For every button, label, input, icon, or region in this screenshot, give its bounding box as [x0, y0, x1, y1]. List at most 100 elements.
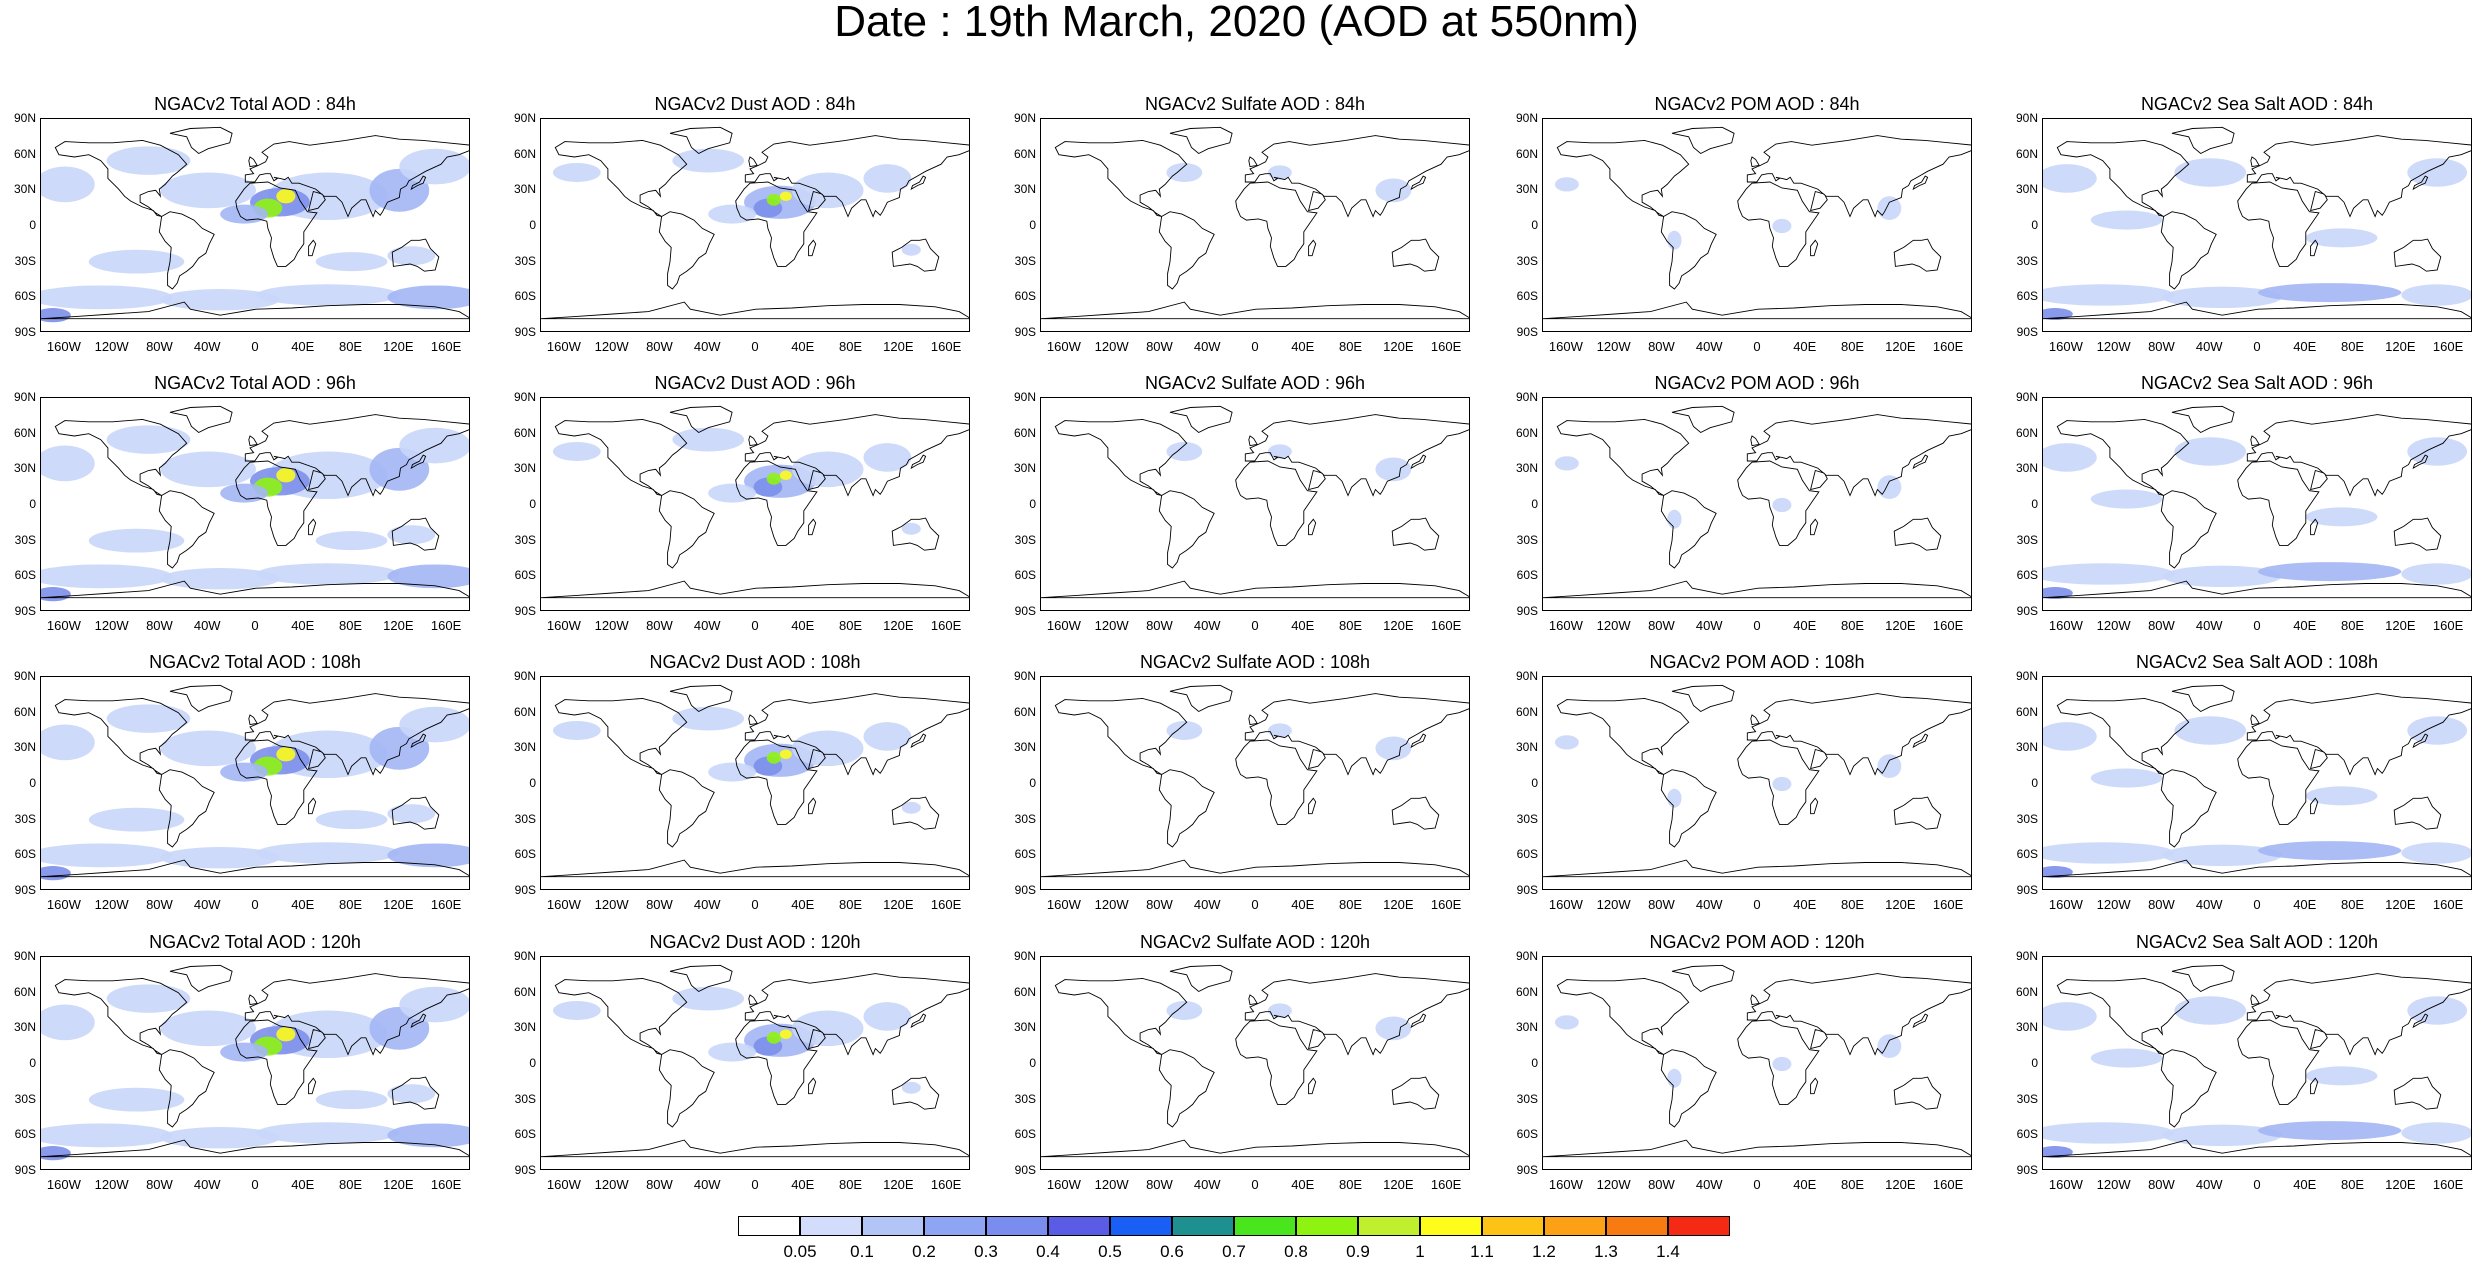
- lon-tick-label: 80W: [2148, 1177, 2175, 1192]
- lon-tick-label: 80W: [2148, 339, 2175, 354]
- lon-tick-label: 120W: [94, 897, 129, 912]
- aod-field-blob: [2401, 1122, 2471, 1144]
- lat-tick-label: 90N: [1515, 669, 1538, 683]
- coastline-uk: [1750, 435, 1760, 447]
- lat-tick-label: 0: [1531, 218, 1538, 232]
- lon-tick-label: 160E: [1430, 618, 1462, 633]
- coastline-northAmerica: [54, 697, 188, 775]
- lat-tick-label: 90S: [1516, 604, 1538, 618]
- aod-field-blob: [2305, 786, 2378, 806]
- colorbar-tick-label: 1.1: [1470, 1242, 1494, 1261]
- lat-tick-label: 60S: [2016, 568, 2038, 583]
- aod-field-blob: [2174, 716, 2247, 745]
- lon-tick-label: 40W: [1193, 1177, 1221, 1192]
- lat-tick-label: 30N: [1515, 461, 1538, 476]
- lon-tick-label: 160E: [1430, 1177, 1462, 1192]
- coastline-australia: [1893, 517, 1942, 551]
- lon-tick-label: 0: [1251, 1177, 1259, 1192]
- lat-tick-label: 0: [1531, 1056, 1538, 1070]
- lat-tick-label: 60N: [2015, 146, 2038, 161]
- lat-tick-label: 60N: [513, 146, 536, 161]
- aod-field-blob: [2258, 841, 2402, 861]
- coastline-uk: [248, 156, 258, 168]
- aod-field-blob: [1166, 720, 1203, 741]
- coastline-uk: [748, 156, 758, 168]
- lat-tick-label: 90S: [14, 604, 36, 618]
- aod-field-blob: [779, 1029, 792, 1040]
- aod-field-blob: [1667, 788, 1682, 808]
- colorbar-swatch: [1172, 1216, 1234, 1236]
- colorbar-swatch: [1420, 1216, 1482, 1236]
- map-area: [1542, 676, 1972, 890]
- aod-field-blob: [766, 1031, 782, 1044]
- coastline-australia: [2393, 238, 2442, 272]
- aod-field-blob: [106, 425, 191, 454]
- coastline-africa: [1737, 739, 1820, 825]
- coastline-japan: [910, 175, 927, 191]
- lon-tick-label: 120W: [594, 897, 629, 912]
- lon-tick-label: 160W: [1548, 1177, 1583, 1192]
- lon-tick-label: 40E: [291, 1177, 315, 1192]
- coastline-antarctica: [1543, 1139, 1971, 1158]
- coastline-southAmerica: [1158, 769, 1215, 848]
- aod-field-blob: [1772, 218, 1792, 234]
- coastline-madagascar: [1810, 1077, 1819, 1095]
- map-svg: [1543, 684, 1971, 878]
- aod-field-blob: [160, 451, 256, 488]
- lat-tick-label: 0: [1531, 776, 1538, 790]
- map-area: [540, 118, 970, 332]
- coastline-greenland: [2171, 405, 2235, 434]
- coastline-madagascar: [808, 797, 817, 815]
- coastline-japan: [910, 733, 927, 749]
- lon-tick-label: 160W: [546, 618, 581, 633]
- aod-field-blob: [1554, 456, 1579, 471]
- map-panel: NGACv2 POM AOD : 108h 90N 60N 30N 0 30S 60S 90S…: [1516, 652, 1972, 920]
- lat-tick-label: 90S: [1516, 883, 1538, 897]
- lon-tick-label: 80E: [2340, 897, 2365, 912]
- coastline-madagascar: [308, 797, 317, 815]
- lon-tick-label: 0: [2253, 618, 2261, 633]
- coastline-madagascar: [308, 1077, 317, 1095]
- coastline-eurasia: [1746, 693, 1971, 776]
- aod-field-blob: [315, 1090, 388, 1110]
- map-area: [540, 397, 970, 611]
- lon-tick-label: 40E: [291, 339, 315, 354]
- lon-tick-label: 80E: [2340, 339, 2365, 354]
- panel-title: NGACv2 Sea Salt AOD : 96h: [2140, 373, 2374, 393]
- lon-tick-label: 80W: [2148, 618, 2175, 633]
- coastline-madagascar: [1308, 1077, 1317, 1095]
- lon-tick-label: 0: [1251, 897, 1259, 912]
- coastline-japan: [2412, 1013, 2429, 1029]
- lon-tick-label: 0: [251, 618, 259, 633]
- lat-tick-label: 90N: [1013, 949, 1036, 963]
- lat-tick-label: 90N: [513, 111, 536, 125]
- map-area: [1040, 956, 1470, 1170]
- coastline-greenland: [1671, 964, 1735, 993]
- coastline-antarctica: [2043, 859, 2471, 878]
- aod-field-blob: [256, 1122, 400, 1144]
- coastline-southAmerica: [1660, 211, 1717, 290]
- lon-tick-label: 40E: [2293, 339, 2317, 354]
- aod-field-blob: [399, 148, 469, 185]
- lon-tick-label: 80W: [1146, 1177, 1173, 1192]
- aod-field-blob: [2305, 507, 2378, 527]
- lon-tick-label: 120E: [1383, 339, 1414, 354]
- lat-tick-label: 30N: [1013, 1020, 1036, 1035]
- lat-tick-label: 60N: [513, 704, 536, 719]
- panel-title: NGACv2 POM AOD : 120h: [1649, 932, 1865, 952]
- lat-tick-label: 0: [529, 1056, 536, 1070]
- lat-tick-label: 30N: [13, 461, 36, 476]
- coastline-northAmerica: [54, 977, 188, 1055]
- coastline-southAmerica: [1158, 490, 1215, 569]
- coastline-southAmerica: [658, 1049, 715, 1128]
- aod-field-blob: [779, 470, 792, 481]
- lat-tick-label: 60N: [2015, 704, 2038, 719]
- map-panel: NGACv2 Sea Salt AOD : 96h 90N 60N 30N 0 30S 60…: [2016, 373, 2472, 641]
- map-area: [40, 118, 470, 332]
- lon-tick-label: 120W: [594, 618, 629, 633]
- lon-tick-label: 160W: [1046, 1177, 1081, 1192]
- aod-field-blob: [220, 762, 268, 782]
- map-svg: [541, 684, 969, 878]
- colorbar-swatch: [1482, 1216, 1544, 1236]
- lat-tick-label: 60S: [1516, 568, 1538, 583]
